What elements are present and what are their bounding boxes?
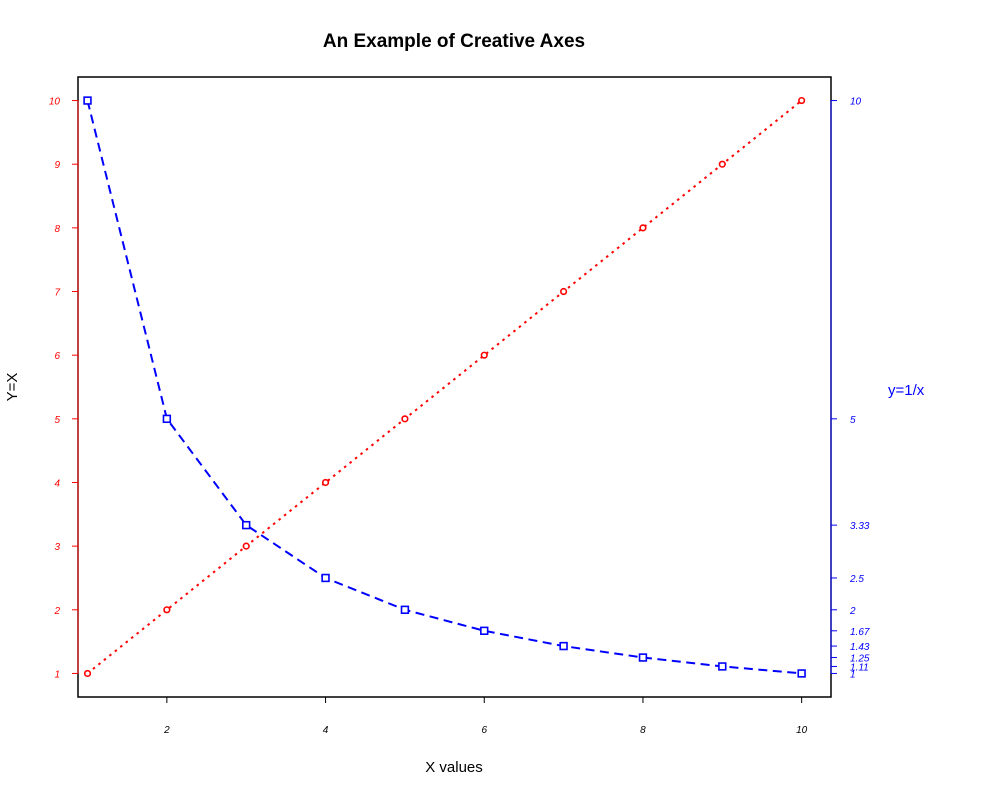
y-left-tick-label: 8 — [54, 224, 60, 235]
series-1-point — [639, 224, 647, 232]
y-left-tick-label: 1 — [54, 669, 60, 680]
y-right-tick-label: 10 — [850, 97, 862, 108]
series-1-point — [401, 415, 409, 423]
series-2-point — [638, 653, 648, 662]
y-left-tick-label: 7 — [54, 288, 60, 299]
series-1-point — [242, 542, 250, 550]
series-1-point — [718, 160, 726, 168]
y-left-tick-label: 4 — [54, 478, 60, 489]
series-2-point — [400, 605, 410, 614]
y-axis-right-label: y=1/x — [888, 382, 925, 399]
chart-title: An Example of Creative Axes — [323, 31, 585, 52]
x-tick-label: 4 — [323, 725, 329, 736]
x-tick-label: 10 — [796, 725, 808, 736]
y-right-tick-label: 2.5 — [849, 574, 864, 585]
series-2-point — [321, 573, 330, 583]
x-axis-label: X values — [425, 759, 483, 776]
y-left-tick-label: 3 — [54, 542, 60, 553]
series-1-point — [83, 669, 92, 678]
y-axis-left-label: Y=X — [4, 373, 21, 402]
series-2-point — [480, 626, 489, 635]
series-1-line — [86, 99, 803, 675]
y-right-tick-label: 1.11 — [850, 662, 869, 673]
x-tick-label: 8 — [640, 725, 646, 736]
y-right-tick-label: 1.67 — [850, 627, 870, 638]
x-tick-label: 2 — [163, 725, 170, 736]
series-2-point — [242, 520, 251, 530]
y-left-tick-label: 10 — [49, 97, 61, 108]
x-tick-label: 6 — [481, 725, 487, 736]
y-right-tick-label: 1.43 — [850, 642, 870, 653]
series-1-point — [480, 351, 488, 359]
series-2-point — [162, 414, 172, 424]
series-1-point — [163, 606, 171, 614]
series-1-point — [321, 478, 330, 487]
series-1-point — [560, 287, 568, 296]
series-1-point — [798, 96, 806, 105]
y-right-tick-label: 5 — [850, 415, 856, 426]
y-left-tick-label: 6 — [54, 351, 60, 362]
plot-frame — [77, 76, 832, 698]
y-right-tick-label: 2 — [849, 606, 856, 617]
series-2-line — [86, 100, 802, 675]
series-2-point — [718, 662, 727, 671]
series-layer — [83, 96, 806, 678]
y-left-tick-label: 9 — [54, 160, 60, 171]
series-2-point — [83, 96, 92, 105]
y-right-tick-label: 1.25 — [850, 654, 870, 665]
series-2-point — [797, 669, 806, 678]
y-right-tick-label: 3.33 — [850, 521, 870, 532]
y-left-tick-label: 5 — [54, 415, 60, 426]
y-left-tick-label: 2 — [53, 606, 60, 617]
series-2-point — [559, 641, 568, 651]
y-right-tick-label: 1 — [850, 669, 856, 680]
